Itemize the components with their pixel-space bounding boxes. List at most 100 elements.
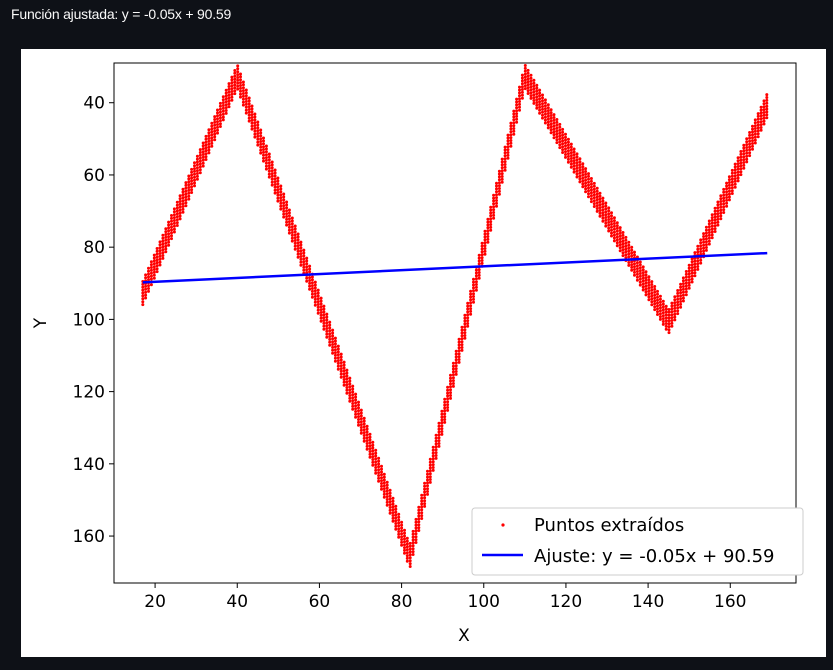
- data-point: [351, 396, 355, 400]
- data-point: [532, 78, 536, 82]
- data-point: [423, 487, 427, 491]
- data-point: [155, 270, 159, 274]
- data-point: [541, 102, 544, 106]
- data-point: [348, 379, 352, 383]
- data-point: [207, 131, 211, 135]
- data-point: [601, 208, 605, 212]
- data-point: [670, 301, 674, 305]
- data-point: [172, 224, 176, 228]
- data-point: [414, 529, 418, 533]
- data-point: [259, 137, 263, 141]
- data-point: [296, 252, 300, 256]
- data-point: [451, 361, 455, 365]
- data-point: [405, 536, 409, 540]
- data-point: [595, 189, 599, 193]
- data-point: [239, 78, 242, 82]
- data-point: [526, 77, 530, 81]
- data-point: [584, 170, 588, 173]
- data-point: [213, 135, 217, 139]
- data-point: [509, 124, 513, 128]
- data-point: [388, 503, 392, 507]
- data-point: [434, 433, 438, 437]
- data-point: [152, 268, 156, 271]
- data-point: [621, 233, 625, 237]
- data-point: [241, 80, 245, 84]
- data-point: [385, 503, 389, 507]
- data-point: [584, 172, 588, 176]
- data-point: [167, 232, 171, 236]
- data-point: [581, 185, 585, 189]
- data-point: [264, 164, 268, 168]
- data-point: [155, 252, 159, 256]
- data-point: [374, 454, 378, 458]
- data-point: [696, 247, 700, 251]
- data-point: [751, 147, 754, 151]
- data-point: [466, 316, 470, 320]
- data-point: [193, 175, 196, 179]
- data-point: [543, 107, 547, 111]
- data-point: [239, 81, 242, 85]
- data-point: [299, 246, 303, 250]
- data-point: [477, 276, 481, 280]
- data-point: [529, 85, 533, 89]
- data-point: [512, 127, 516, 130]
- data-point: [581, 173, 585, 177]
- data-point: [661, 317, 665, 321]
- data-point: [293, 224, 297, 228]
- data-point: [155, 247, 159, 250]
- data-point: [227, 93, 231, 97]
- data-point: [431, 457, 435, 461]
- data-point: [538, 108, 542, 112]
- data-point: [753, 141, 757, 145]
- data-point: [198, 151, 202, 154]
- data-point: [739, 170, 743, 174]
- data-point: [661, 311, 665, 315]
- data-point: [693, 259, 697, 263]
- data-point: [388, 506, 392, 509]
- data-point: [753, 127, 757, 130]
- data-point: [204, 152, 208, 156]
- data-point: [693, 262, 697, 266]
- data-point: [394, 510, 398, 514]
- data-point: [523, 66, 527, 70]
- data-point: [564, 144, 567, 148]
- data-point: [474, 285, 478, 289]
- data-point: [756, 135, 760, 139]
- data-point: [561, 130, 565, 134]
- data-point: [621, 254, 625, 258]
- data-point: [736, 159, 740, 163]
- data-point: [357, 406, 360, 410]
- data-point: [236, 81, 240, 85]
- data-point: [181, 205, 185, 208]
- data-point: [411, 544, 415, 548]
- data-point: [469, 312, 473, 316]
- data-point: [158, 246, 162, 250]
- data-point: [164, 233, 168, 236]
- data-point: [423, 481, 427, 485]
- data-point: [207, 139, 211, 143]
- data-point: [638, 280, 642, 284]
- data-point: [736, 165, 740, 168]
- data-point: [543, 104, 547, 108]
- data-point: [615, 229, 619, 233]
- data-point: [480, 241, 484, 245]
- data-point: [287, 208, 291, 212]
- data-point: [460, 337, 464, 341]
- data-point: [650, 291, 654, 295]
- data-point: [615, 235, 619, 239]
- data-point: [264, 147, 268, 151]
- data-point: [440, 421, 444, 425]
- data-point: [477, 259, 481, 263]
- data-point: [285, 209, 289, 213]
- data-point: [518, 102, 521, 106]
- data-point: [696, 250, 700, 254]
- data-point: [500, 169, 504, 173]
- data-point: [500, 180, 504, 184]
- data-point: [702, 252, 706, 256]
- data-point: [733, 182, 737, 186]
- data-point: [262, 150, 265, 154]
- data-point: [155, 267, 159, 271]
- data-point: [477, 253, 481, 257]
- data-point: [426, 484, 429, 488]
- data-point: [253, 129, 257, 133]
